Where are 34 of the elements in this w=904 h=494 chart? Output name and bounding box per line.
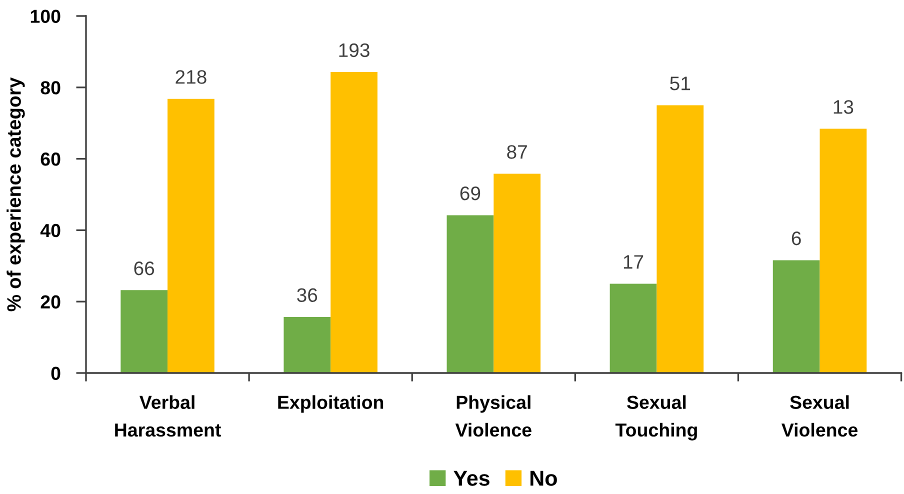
x-tick-label: Exploitation [278,395,384,413]
y-tick-label: 40 [40,224,60,238]
x-tick-label: Sexual Touching [615,395,697,440]
bar [494,174,541,373]
annotation: 51 [670,76,690,90]
annotation: 218 [176,70,206,84]
y-tick-label: 0 [51,366,60,380]
bar [120,290,168,373]
annotation: 69 [460,186,480,200]
annotation: 6 [792,231,801,246]
annotation: 36 [297,288,318,302]
bar [610,284,657,373]
y-tick-label: 80 [40,81,60,94]
y-tick-label: 100 [30,10,60,23]
annotation: 193 [339,43,370,58]
bar [656,105,704,373]
x-tick-label: Sexual Violence [781,395,858,437]
annotation: 17 [624,255,644,269]
bar [446,215,494,373]
x-tick-label: Verbal Harassment [115,395,221,437]
annotation: 13 [834,100,854,114]
bar [772,260,820,373]
bar [284,316,331,373]
bar [820,128,867,373]
legend-label: No [530,470,557,486]
x-tick-label: Physical Violence [455,395,532,437]
y-tick-label: 20 [40,295,60,309]
bar [168,98,214,373]
y-axis-title: % of experience category [6,77,25,312]
y-tick-label: 60 [40,152,60,166]
annotation: 87 [507,145,527,159]
bar [330,72,378,373]
legend-label: Yes [454,470,490,486]
annotation: 66 [134,261,154,276]
